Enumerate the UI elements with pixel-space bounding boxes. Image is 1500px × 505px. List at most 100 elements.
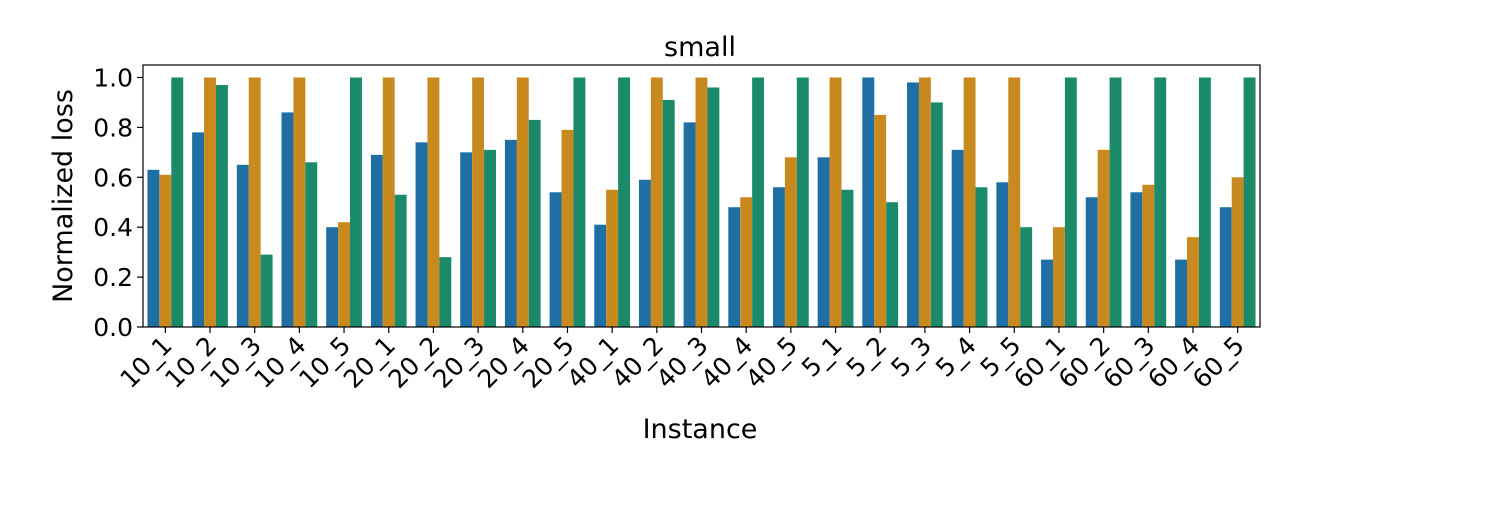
- x-tick-label: 10_2: [159, 331, 222, 394]
- bar-s0-5_5: [996, 182, 1009, 327]
- bar-s2-5_5: [1020, 227, 1033, 327]
- bar-s1-5_1: [829, 77, 842, 327]
- bar-s0-40_5: [772, 187, 785, 327]
- bar-s0-40_2: [638, 179, 651, 327]
- x-tick-label: 5_1: [796, 331, 848, 383]
- bar-s2-5_4: [975, 187, 988, 327]
- x-tick-label: 20_3: [427, 331, 490, 394]
- bar-s2-10_4: [305, 162, 318, 327]
- x-tick-label: 40_1: [561, 331, 624, 394]
- bar-s2-40_3: [707, 87, 720, 328]
- bars-group: [147, 77, 1256, 328]
- bar-s0-10_2: [192, 132, 205, 327]
- x-tick-label: 60_2: [1053, 331, 1116, 394]
- bar-s2-10_3: [260, 254, 273, 327]
- bar-s1-5_4: [963, 77, 976, 327]
- x-tick-label: 60_5: [1187, 331, 1250, 394]
- bar-s2-40_4: [752, 77, 765, 327]
- y-axis-label: Normalized loss: [48, 89, 79, 303]
- bar-s2-60_1: [1064, 77, 1077, 327]
- y-axis: 0.0 0.2 0.4 0.6 0.8 1.0: [93, 63, 143, 342]
- x-tick-label: 5_4: [930, 331, 982, 383]
- bar-s2-10_1: [171, 77, 184, 327]
- bar-s0-10_1: [147, 169, 160, 327]
- bar-s1-40_1: [606, 189, 619, 327]
- x-tick-label: 40_5: [740, 331, 803, 394]
- bar-s0-5_1: [817, 157, 830, 327]
- bar-s0-60_2: [1085, 197, 1098, 327]
- bar-s0-20_1: [370, 154, 383, 327]
- bar-s1-20_5: [561, 129, 574, 327]
- bar-s1-20_4: [516, 77, 529, 327]
- bar-s0-60_3: [1130, 192, 1143, 327]
- bar-s0-10_4: [281, 112, 294, 327]
- bar-s0-20_5: [549, 192, 562, 327]
- bar-s0-60_5: [1219, 207, 1232, 327]
- bar-s1-40_4: [740, 197, 753, 327]
- y-tick-label: 0.0: [93, 313, 133, 342]
- x-tick-label: 40_2: [606, 331, 669, 394]
- bar-s0-20_3: [460, 152, 473, 327]
- bar-s1-40_3: [695, 77, 708, 327]
- bar-s1-20_3: [472, 77, 485, 327]
- bar-s1-10_4: [293, 77, 306, 327]
- x-tick-label: 20_1: [338, 331, 401, 394]
- bar-s0-5_3: [907, 82, 919, 327]
- bar-s1-10_2: [204, 77, 216, 327]
- x-tick-label: 20_2: [383, 331, 446, 394]
- bar-s0-20_2: [415, 142, 428, 327]
- x-tick-label: 5_3: [885, 331, 937, 383]
- bar-s1-10_3: [248, 77, 261, 327]
- bar-s1-60_2: [1097, 149, 1110, 327]
- bar-s1-60_3: [1142, 184, 1155, 327]
- x-axis: 10_110_210_310_410_520_120_220_320_420_5…: [114, 327, 1250, 394]
- x-tick-label: 60_3: [1097, 331, 1160, 394]
- x-tick-label: 60_1: [1008, 331, 1071, 394]
- bar-s1-5_3: [918, 77, 931, 327]
- bar-s0-10_5: [326, 227, 339, 327]
- bar-s2-60_2: [1109, 77, 1122, 327]
- x-tick-label: 20_4: [472, 331, 535, 394]
- bar-s1-5_2: [874, 114, 887, 328]
- bar-s2-20_4: [528, 119, 541, 328]
- bar-s0-5_4: [951, 149, 964, 327]
- y-tick-label: 0.4: [93, 213, 133, 242]
- x-tick-label: 5_2: [841, 331, 893, 383]
- x-tick-label: 60_4: [1142, 331, 1205, 394]
- bar-s2-5_1: [841, 189, 854, 327]
- bar-s1-40_2: [650, 77, 663, 327]
- x-tick-label: 10_3: [204, 331, 267, 394]
- bar-s1-20_1: [382, 77, 395, 327]
- y-tick-label: 0.2: [93, 263, 133, 292]
- bar-s2-40_2: [662, 99, 675, 328]
- bar-s2-10_2: [215, 84, 228, 328]
- bar-s1-10_1: [159, 174, 172, 327]
- bar-s1-60_4: [1187, 237, 1199, 327]
- bar-s0-40_1: [594, 224, 607, 327]
- bar-s2-20_2: [439, 257, 452, 327]
- bar-s0-20_4: [504, 139, 517, 327]
- x-tick-label: 40_4: [695, 331, 758, 394]
- bar-s2-40_5: [796, 77, 809, 327]
- bar-s1-60_5: [1231, 177, 1244, 327]
- x-tick-label: 10_4: [249, 331, 312, 394]
- bar-s0-40_4: [728, 207, 741, 327]
- bar-s0-40_3: [683, 122, 696, 327]
- bar-s1-10_5: [338, 222, 351, 327]
- x-tick-label: 20_5: [517, 331, 580, 394]
- y-tick-label: 0.6: [93, 163, 133, 192]
- x-tick-label: 10_5: [293, 331, 356, 394]
- bar-s2-20_1: [394, 194, 407, 327]
- bar-s2-10_5: [350, 77, 362, 327]
- bar-s0-60_4: [1175, 259, 1188, 327]
- x-tick-label: 40_3: [651, 331, 714, 394]
- bar-s1-60_1: [1052, 227, 1065, 327]
- bar-s1-20_2: [427, 77, 440, 327]
- chart-title: small: [664, 32, 736, 63]
- bar-s2-5_3: [930, 102, 943, 328]
- bar-s0-5_2: [862, 77, 875, 327]
- x-axis-label: Instance: [643, 414, 758, 445]
- plot-frame: [142, 64, 1261, 328]
- bar-s2-20_5: [573, 77, 586, 327]
